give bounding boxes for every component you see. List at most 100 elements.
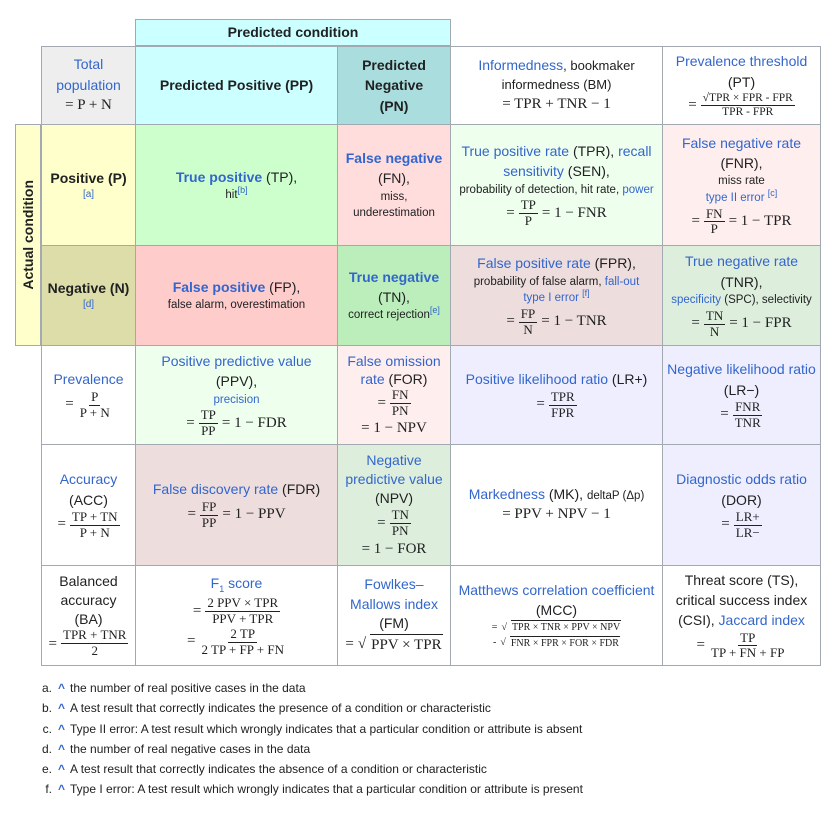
f1-f[interactable]: F (210, 575, 220, 592)
markedness-link[interactable]: Markedness (468, 485, 545, 502)
lr-minus-abbr: (LR−) (723, 381, 760, 398)
fm-link-line2[interactable]: Mallows index (350, 595, 438, 612)
note-ref-c[interactable]: [c] (767, 188, 778, 199)
pt-numerator: √TPR × FPR - FPR (700, 92, 795, 107)
positive-label: Positive (P) (50, 169, 127, 186)
footnote-backlink[interactable]: ^ (58, 681, 66, 695)
note-ref-f[interactable]: [f] (582, 288, 590, 299)
false-negative-link[interactable]: False negative (345, 150, 443, 167)
specificity-link[interactable]: specificity (671, 294, 722, 307)
fpr-numerator: FP (518, 305, 538, 323)
predicted-condition-label: Predicted condition (227, 24, 359, 41)
ppv-link[interactable]: Positive predictive value (161, 352, 312, 369)
ba-numerator: TPR + TNR (61, 627, 129, 645)
total-population-link[interactable]: Total population (56, 56, 121, 93)
footnote-letter: a. (41, 681, 52, 695)
lr-minus-link[interactable]: Negative likelihood ratio (667, 361, 816, 378)
type-i-error-link[interactable]: type I error (523, 292, 579, 305)
deltap-text: deltaP (Δp) (586, 489, 645, 502)
footnote-backlink[interactable]: ^ (58, 762, 66, 777)
informedness-link[interactable]: Informedness (478, 56, 564, 73)
note-ref-b[interactable]: [b] (237, 184, 248, 195)
predicted-positive-label: Predicted Positive (PP) (159, 77, 314, 94)
true-negative-cell: True negative (TN), correct rejection[e] (337, 245, 451, 346)
tnr-numerator: TN (703, 307, 726, 325)
for-numerator: FN (389, 387, 411, 404)
accuracy-numerator: TP + TN (69, 508, 120, 526)
footnote-text: the number of real negative cases in the… (70, 741, 311, 756)
f1-equals-2: = (187, 633, 196, 650)
note-ref-d[interactable]: [d] (82, 299, 95, 311)
fm-link-line1[interactable]: Fowlkes– (364, 576, 424, 593)
prevalence-threshold-link[interactable]: Prevalence threshold (675, 53, 808, 70)
false-alarm-prob-text: probability of false alarm, (473, 275, 605, 288)
npv-link-line1[interactable]: Negative (366, 452, 422, 469)
f1-subscript[interactable]: 1 (219, 584, 225, 594)
mcc-radicand-2: FNR × FPR × FOR × FDR (509, 635, 620, 652)
informedness-desc: , bookmaker informedness (BM) (501, 57, 635, 92)
false-positive-link[interactable]: False positive (172, 279, 266, 296)
informedness-cell: Informedness, bookmaker informedness (BM… (450, 46, 663, 125)
jaccard-index-link[interactable]: Jaccard index (718, 612, 805, 629)
ba-denominator: 2 (91, 643, 98, 659)
mcc-root-sign-1: √ (501, 621, 507, 633)
tnr-abbr: (TNR), (720, 273, 763, 290)
fdr-fraction: FP PP (199, 499, 219, 531)
sen-abbr: (SEN), (563, 163, 610, 180)
precision-link[interactable]: precision (213, 393, 260, 406)
footnote-backlink[interactable]: ^ (58, 741, 66, 756)
predicted-condition-header: Predicted condition (135, 19, 451, 46)
mcc-abbr: (MCC) (535, 602, 578, 618)
footnote-backlink[interactable]: ^ (58, 782, 66, 797)
tnr-link[interactable]: True negative rate (684, 253, 799, 270)
selectivity-text: (SPC), selectivity (721, 294, 812, 307)
markedness-cell: Markedness (MK), deltaP (Δp) = PPV + NPV… (450, 444, 663, 566)
footnote-letter: c. (42, 721, 52, 736)
negative-predictive-value-cell: Negative predictive value (NPV) = TN PN = … (337, 444, 451, 566)
power-link[interactable]: power (622, 183, 654, 196)
true-negative-link[interactable]: True negative (348, 268, 440, 285)
fdr-link[interactable]: False discovery rate (152, 481, 279, 498)
prevalence-link[interactable]: Prevalence (53, 371, 124, 388)
for-fraction: FN PN (389, 387, 411, 419)
true-positive-hit: hit (225, 188, 238, 201)
tpr-equals: = (506, 204, 515, 221)
mcc-link[interactable]: Matthews correlation coefficient (458, 581, 655, 598)
fm-abbr: (FM) (379, 615, 409, 632)
footnote-text: A test result that correctly indicates t… (70, 762, 487, 777)
ba-abbr: (BA) (74, 610, 103, 627)
f1-score-link[interactable]: F1 score (211, 573, 263, 596)
note-ref-e[interactable]: [e] (429, 305, 440, 316)
fall-out-link[interactable]: fall-out (604, 275, 640, 288)
ts-equals: = (696, 637, 706, 654)
npv-numerator: TN (389, 506, 411, 524)
footnote: a. ^ the number of real positive cases in … (38, 678, 583, 698)
fpr-link[interactable]: False positive rate (477, 255, 591, 272)
sensitivity-link[interactable]: sensitivity (503, 163, 564, 180)
dor-link[interactable]: Diagnostic odds ratio (676, 471, 807, 488)
fpr-equals: = (506, 313, 515, 330)
footnote-backlink[interactable]: ^ (58, 721, 66, 736)
fnr-link[interactable]: False negative rate (681, 134, 802, 151)
npv-fraction: TN PN (389, 506, 411, 539)
footnote: e. ^ A test result that correctly indicate… (38, 759, 583, 779)
true-positive-link[interactable]: True positive (175, 168, 263, 185)
f1-denominator-2: 2 TP + FP + FN (201, 641, 284, 657)
lr-minus-fraction: FNR TNR (733, 399, 763, 431)
lr-plus-link[interactable]: Positive likelihood ratio (465, 371, 609, 388)
recall-link[interactable]: recall (618, 142, 652, 159)
footnote-backlink[interactable]: ^ (58, 701, 66, 716)
note-ref-a[interactable]: [a] (82, 188, 95, 200)
total-population-cell: Total population = P + N (41, 46, 136, 125)
type-ii-error-link[interactable]: type II error (705, 191, 765, 204)
for-link-line1[interactable]: False omission (347, 352, 441, 369)
f1-score-text[interactable]: score (224, 575, 263, 592)
tpr-link[interactable]: True positive rate (461, 142, 570, 159)
footnote-letter: e. (41, 762, 52, 777)
for-equals: = (377, 394, 386, 411)
for-link-line2[interactable]: rate (360, 370, 385, 387)
fdr-rest: = 1 − PPV (222, 506, 286, 523)
threat-score-cell: Threat score (TS), critical success inde… (662, 565, 821, 666)
npv-link-line2[interactable]: predictive value (345, 470, 443, 487)
accuracy-link[interactable]: Accuracy (59, 471, 118, 488)
